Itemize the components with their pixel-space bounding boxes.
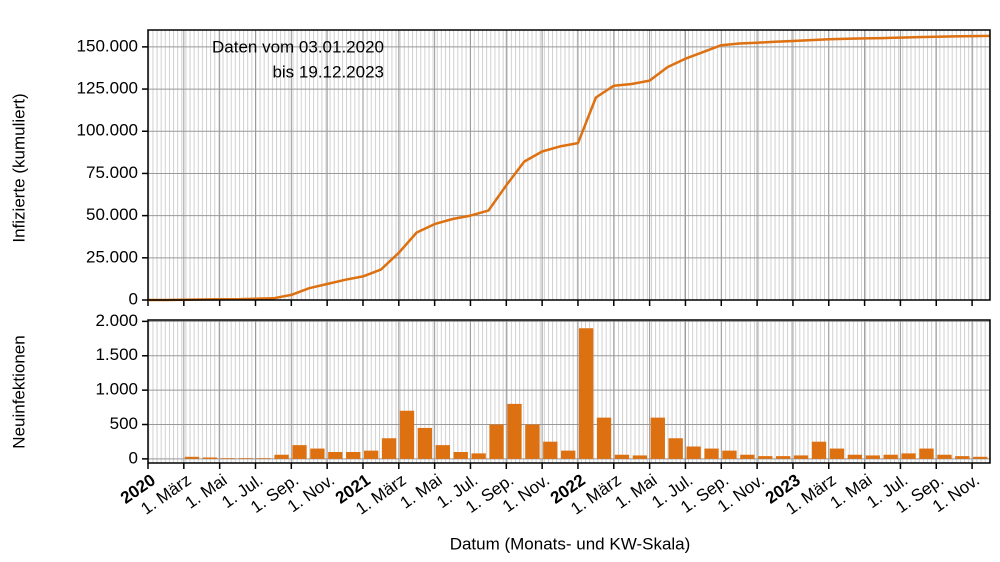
annotation: Daten vom 03.01.2020	[212, 37, 384, 56]
x-tick-label: 1. Mai	[827, 470, 876, 512]
bar	[919, 448, 934, 459]
bar	[363, 450, 379, 459]
y-tick-label: 25.000	[86, 247, 138, 266]
bar	[704, 448, 719, 459]
y-axis-label: Infizierte (kumuliert)	[9, 93, 28, 242]
x-tick-label: 1. Mai	[397, 470, 446, 512]
bar	[793, 455, 809, 459]
y-tick-label: 0	[129, 289, 138, 308]
y-axis-label: Neuinfektionen	[9, 335, 28, 448]
y-tick-label: 125.000	[77, 79, 138, 98]
bar	[686, 446, 701, 459]
bar	[578, 328, 594, 459]
y-tick-label: 75.000	[86, 163, 138, 182]
bar	[256, 458, 271, 459]
bar	[596, 417, 612, 459]
bar	[937, 454, 952, 459]
y-tick-label: 150.000	[77, 36, 138, 55]
bar	[776, 456, 791, 459]
bar	[543, 441, 558, 459]
annotation: bis 19.12.2023	[272, 62, 384, 81]
y-tick-label: 2.000	[95, 311, 138, 330]
plot-frame	[147, 319, 991, 464]
y-tick-label: 500	[110, 414, 138, 433]
bar	[901, 453, 916, 459]
bar	[346, 452, 361, 459]
bar	[668, 438, 683, 459]
bar	[328, 452, 343, 459]
bar	[435, 445, 450, 459]
x-tick-label: 1. Mai	[182, 470, 231, 512]
plot-background	[148, 320, 990, 463]
plot-background	[148, 30, 990, 300]
data-line	[148, 34, 991, 302]
y-tick-label: 1.500	[95, 345, 138, 364]
bar	[811, 441, 827, 459]
bar	[399, 410, 415, 459]
y-tick-label: 1.000	[95, 380, 138, 399]
bar	[973, 456, 988, 459]
bar	[507, 403, 522, 459]
bar	[220, 458, 235, 459]
y-tick-label: 50.000	[86, 205, 138, 224]
bar	[758, 456, 773, 459]
bar	[274, 454, 289, 459]
bar	[650, 417, 665, 459]
y-tick-label: 100.000	[77, 121, 138, 140]
bar	[292, 445, 307, 459]
y-tick-label: 0	[129, 448, 138, 467]
bar	[489, 424, 504, 459]
bar	[471, 453, 486, 459]
bar	[829, 448, 845, 459]
bar	[740, 454, 755, 459]
bar	[561, 450, 576, 459]
bar	[381, 438, 397, 459]
bar	[310, 448, 325, 459]
bar	[955, 456, 970, 459]
bar	[883, 454, 898, 459]
bar	[238, 458, 253, 459]
bar	[417, 427, 433, 459]
bar	[614, 454, 630, 459]
bar	[865, 455, 880, 459]
bar	[525, 424, 540, 459]
bar	[184, 456, 200, 459]
bar	[632, 455, 648, 459]
x-tick-label: 1. Mai	[612, 470, 661, 512]
bar	[202, 457, 218, 459]
bar	[847, 454, 863, 459]
bar	[722, 450, 737, 459]
x-axis-label: Datum (Monats- und KW-Skala)	[450, 534, 691, 553]
plot-frame	[147, 29, 991, 301]
bar	[453, 452, 468, 459]
